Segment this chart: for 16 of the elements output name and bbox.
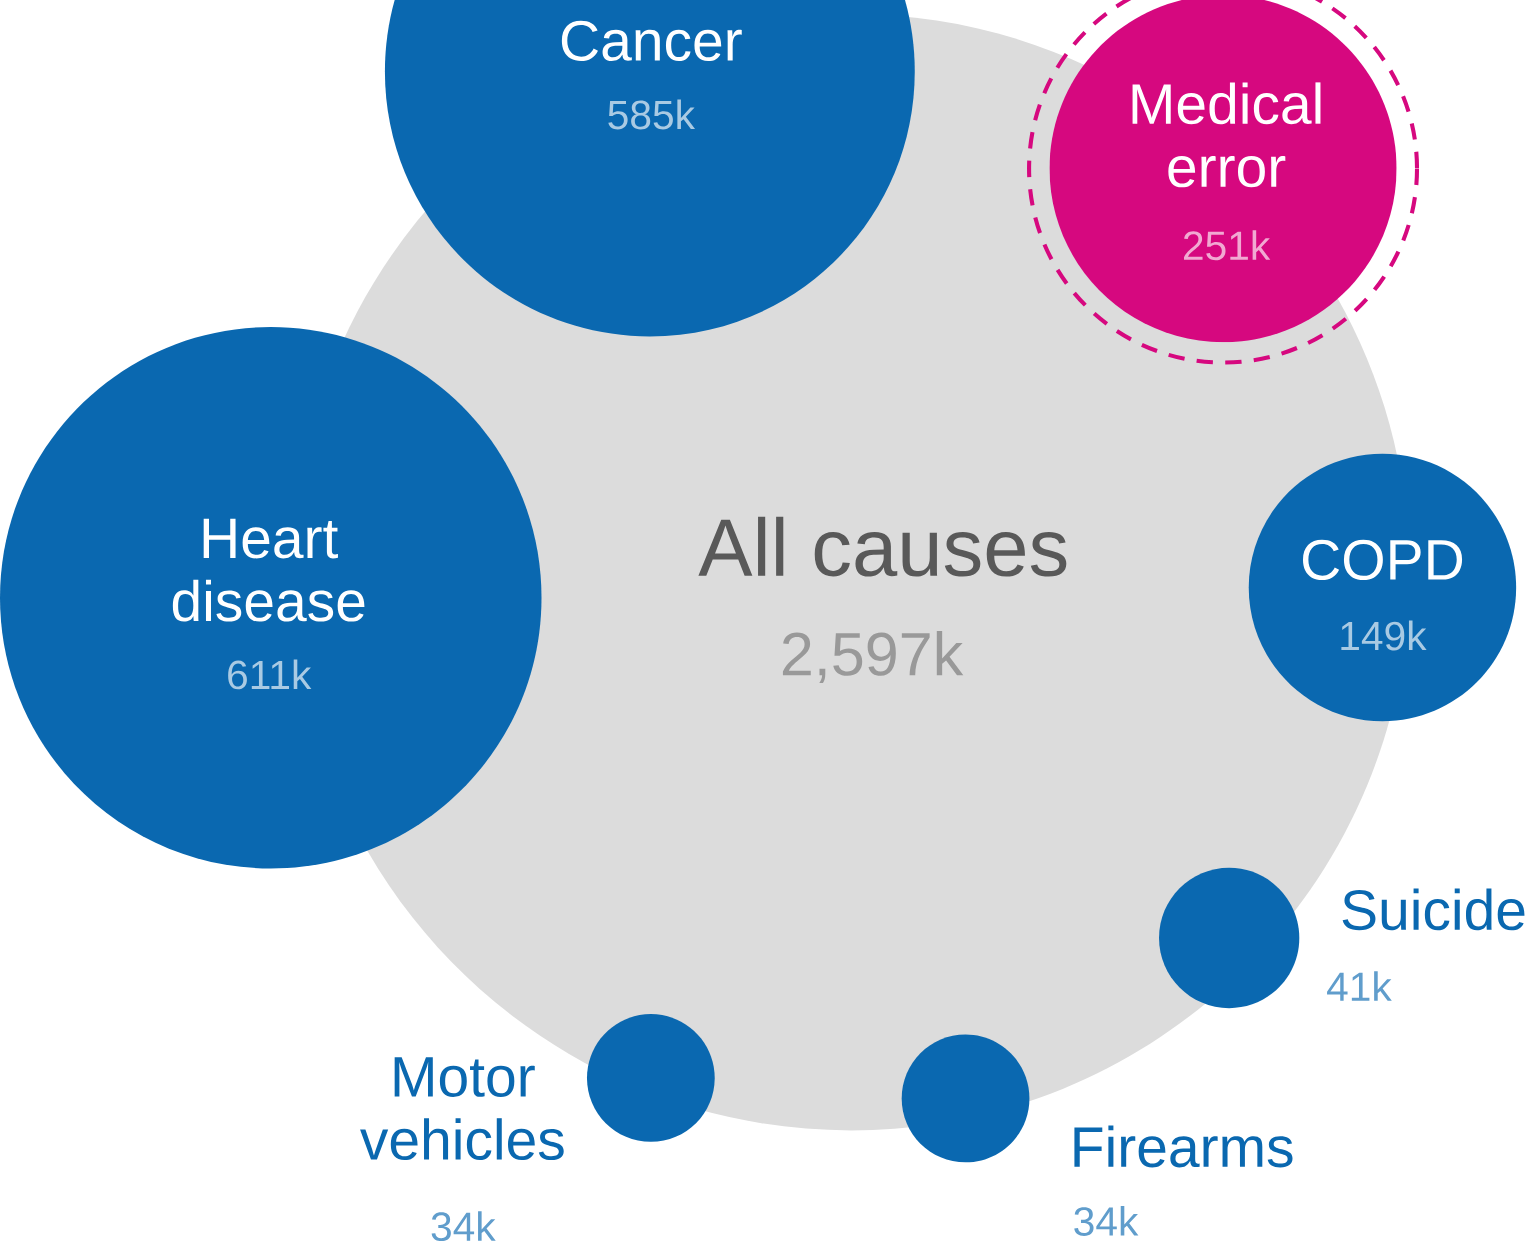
data-label: 41k (1327, 971, 1392, 1001)
category-label: Motor vehicles (360, 1057, 564, 1161)
category-label: Suicide (1342, 888, 1525, 931)
data-label: 2,597k (782, 630, 964, 684)
data-label: 149k (1341, 620, 1427, 651)
category-label: Cancer (561, 20, 742, 62)
category-label: Firearms (1074, 1125, 1293, 1168)
category-label: All causes (698, 516, 1067, 577)
data-label: 34k (431, 1211, 496, 1241)
category-label: COPD (1302, 539, 1463, 581)
data-label: 34k (1074, 1206, 1139, 1236)
category-label: Heart disease (172, 518, 365, 622)
category-label: Medical error (1132, 82, 1321, 188)
data-label: 251k (1184, 230, 1271, 261)
data-label: 611k (228, 659, 312, 690)
data-label: 585k (608, 99, 696, 130)
